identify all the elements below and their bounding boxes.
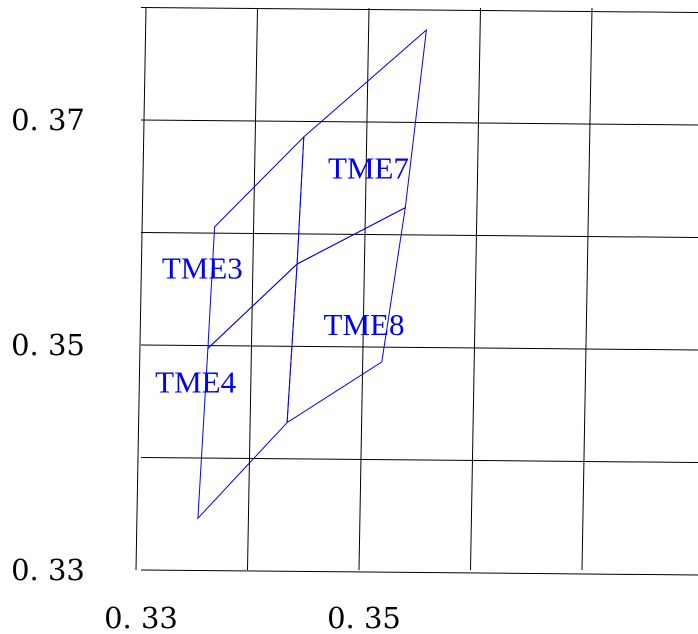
grid-line-vertical (470, 7, 481, 571)
grid-lines (135, 7, 698, 576)
y-tick-labels: 0. 33 0. 35 0. 37 (11, 103, 85, 587)
region-outline-tme3 (207, 135, 305, 350)
grid-line-horizontal (140, 457, 698, 463)
grid-line-vertical (135, 7, 147, 571)
region-label-tme3: TME3 (162, 251, 243, 286)
x-tick-labels: 0. 33 0. 35 (104, 601, 401, 634)
x-tick-label: 0. 35 (327, 601, 401, 634)
region-label-tme8: TME8 (324, 307, 405, 342)
y-tick-label: 0. 37 (11, 103, 85, 137)
grid-line-horizontal (140, 7, 698, 13)
region-outline-tme8 (286, 206, 406, 424)
region-labels: TME3 TME4 TME7 TME8 (155, 151, 409, 400)
y-tick-label: 0. 33 (11, 553, 85, 587)
region-label-tme4: TME4 (155, 364, 236, 399)
grid-line-horizontal (140, 344, 698, 351)
grid-line-horizontal (140, 119, 698, 126)
grid-line-horizontal (140, 569, 698, 576)
grid-line-vertical (581, 7, 593, 571)
grid-line-vertical (358, 7, 370, 571)
y-tick-label: 0. 35 (11, 328, 85, 362)
x-tick-label: 0. 33 (104, 601, 178, 634)
region-label-tme7: TME7 (328, 151, 409, 186)
region-outline-tme7 (296, 28, 428, 265)
grid-line-horizontal (140, 232, 698, 238)
region-outlines (197, 28, 428, 520)
grid-line-vertical (247, 7, 258, 571)
